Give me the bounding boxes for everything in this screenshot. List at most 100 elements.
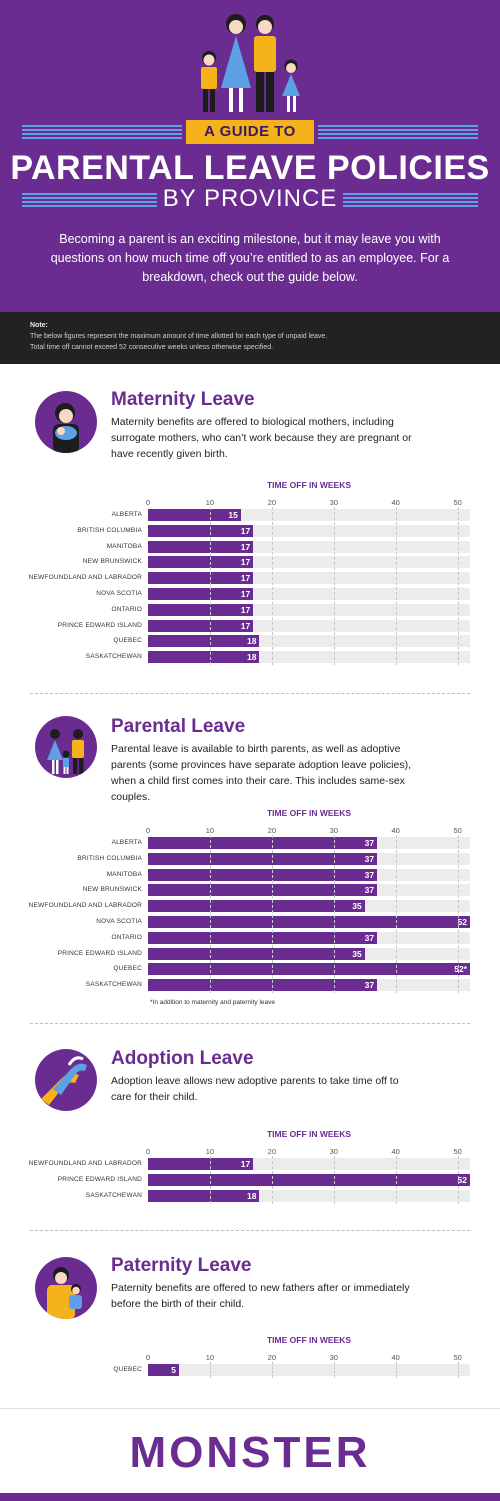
decorative-stripes xyxy=(22,125,182,139)
axis-tick-label: 50 xyxy=(453,498,462,507)
bar-track: 17 xyxy=(148,588,470,600)
category-label: QUEBEC xyxy=(113,965,142,973)
bar-value-label: 18 xyxy=(246,636,257,647)
axis-tick-label: 10 xyxy=(205,826,215,835)
grid-line xyxy=(457,507,459,666)
category-label: PRINCE EDWARD ISLAND xyxy=(57,621,142,629)
axis-tick-label: 20 xyxy=(267,1353,277,1362)
bar xyxy=(148,509,241,521)
bar-value-label: 37 xyxy=(364,980,375,991)
grid-line xyxy=(209,1362,211,1378)
grid-line xyxy=(333,1362,335,1378)
section-divider xyxy=(30,1023,470,1024)
axis-tick-label: 0 xyxy=(145,1147,151,1156)
axis-tick-label: 0 xyxy=(145,1353,151,1362)
axis-tick-label: 10 xyxy=(205,1353,215,1362)
bar-value-label: 17 xyxy=(240,589,251,599)
bar-value-label: 17 xyxy=(240,525,251,536)
page-subtitle: BY PROVINCE xyxy=(162,185,338,212)
bar-value-label: 5 xyxy=(171,1365,176,1375)
bar-track: 37 xyxy=(148,852,470,865)
grid-line xyxy=(395,507,397,666)
bar xyxy=(148,1158,254,1170)
bar-value-label: 17 xyxy=(240,620,251,631)
bar-track: 18 xyxy=(148,1189,470,1202)
bar-track: 18 xyxy=(148,651,470,664)
section-description: Paternity benefits are offered to new fa… xyxy=(111,1282,410,1310)
category-label: ONTARIO xyxy=(111,605,142,613)
axis-tick-label: 40 xyxy=(391,826,400,835)
grid-line xyxy=(457,1156,459,1204)
grid-line xyxy=(209,835,211,994)
bar xyxy=(148,588,254,600)
category-label: ALBERTA xyxy=(111,839,142,846)
section-description: Parental leave is available to birth par… xyxy=(111,743,412,803)
bar xyxy=(148,916,470,928)
bar-track: 52 xyxy=(148,1173,470,1186)
bar-value-label: 37 xyxy=(364,885,375,896)
category-label: MANITOBA xyxy=(106,870,142,878)
grid-line xyxy=(271,835,273,994)
section-divider xyxy=(30,693,470,694)
bar-value-label: 37 xyxy=(364,853,375,864)
category-label: NEWFOUNDLAND AND LABRADOR xyxy=(28,574,142,582)
bar-track: 52 xyxy=(148,916,470,928)
hands-icon xyxy=(35,1049,97,1111)
bar-value-label: 17 xyxy=(240,1159,251,1169)
note-line: The below figures represent the maximum … xyxy=(30,333,328,340)
axis-tick-label: 50 xyxy=(453,1353,462,1362)
grid-line xyxy=(209,1156,211,1204)
category-label: QUEBEC xyxy=(113,637,142,645)
grid-line xyxy=(333,507,335,666)
bar-value-label: 18 xyxy=(246,1190,257,1201)
bar-track: 17 xyxy=(148,572,470,585)
bar xyxy=(148,619,254,632)
hero-banner: A GUIDE TO PARENTAL LEAVE POLICIES BY PR… xyxy=(0,0,500,312)
section-title: Maternity Leave xyxy=(111,389,255,410)
category-label: NOVA SCOTIA xyxy=(96,590,142,597)
mother-baby-icon xyxy=(35,391,97,453)
category-label: QUEBEC xyxy=(113,1366,142,1373)
decorative-stripes xyxy=(22,193,157,207)
grid-line xyxy=(457,835,459,994)
axis-tick-label: 40 xyxy=(391,498,400,507)
category-label: PRINCE EDWARD ISLAND xyxy=(57,1175,142,1183)
category-label: BRITISH COLUMBIA xyxy=(77,526,142,534)
chart-title: TIME OFF IN WEEKS xyxy=(266,1335,352,1345)
axis-tick-label: 20 xyxy=(267,826,277,835)
bar-track: 17 xyxy=(148,619,470,632)
chart-footnote: *In addition to maternity and paternity … xyxy=(150,999,276,1006)
bar xyxy=(148,540,254,553)
axis-tick-label: 20 xyxy=(267,1147,277,1156)
bar-track: 17 xyxy=(148,540,470,553)
bar xyxy=(148,900,365,913)
axis-tick-label: 10 xyxy=(205,1147,215,1156)
bar xyxy=(148,1173,470,1186)
category-label: ONTARIO xyxy=(111,933,142,941)
decorative-stripes xyxy=(343,193,478,207)
bar-value-label: 37 xyxy=(364,932,375,943)
bar-track: 37 xyxy=(148,837,470,849)
grid-line xyxy=(395,1362,397,1378)
grid-line xyxy=(271,1362,273,1378)
axis-tick-label: 50 xyxy=(453,1147,462,1156)
category-label: NEWFOUNDLAND AND LABRADOR xyxy=(28,902,142,910)
category-label: MANITOBA xyxy=(106,542,142,550)
bar-value-label: 35 xyxy=(352,901,362,912)
bar xyxy=(148,651,260,664)
bar-track: 17 xyxy=(148,556,470,569)
category-label: SASKATCHEWAN xyxy=(85,981,142,989)
axis-tick-label: 0 xyxy=(145,498,151,507)
decorative-stripes xyxy=(318,125,478,139)
bar-value-label: 18 xyxy=(246,652,257,663)
family-icon xyxy=(35,716,97,778)
chart-title: TIME OFF IN WEEKS xyxy=(266,480,352,490)
category-label: ALBERTA xyxy=(111,511,142,518)
bar xyxy=(148,931,378,944)
grid-line xyxy=(395,835,397,994)
bar xyxy=(148,947,365,960)
bar xyxy=(148,603,254,616)
axis-tick-label: 0 xyxy=(145,826,151,835)
section-description: Adoption leave allows new adoptive paren… xyxy=(111,1075,399,1103)
bar-value-label: 52* xyxy=(454,964,467,975)
